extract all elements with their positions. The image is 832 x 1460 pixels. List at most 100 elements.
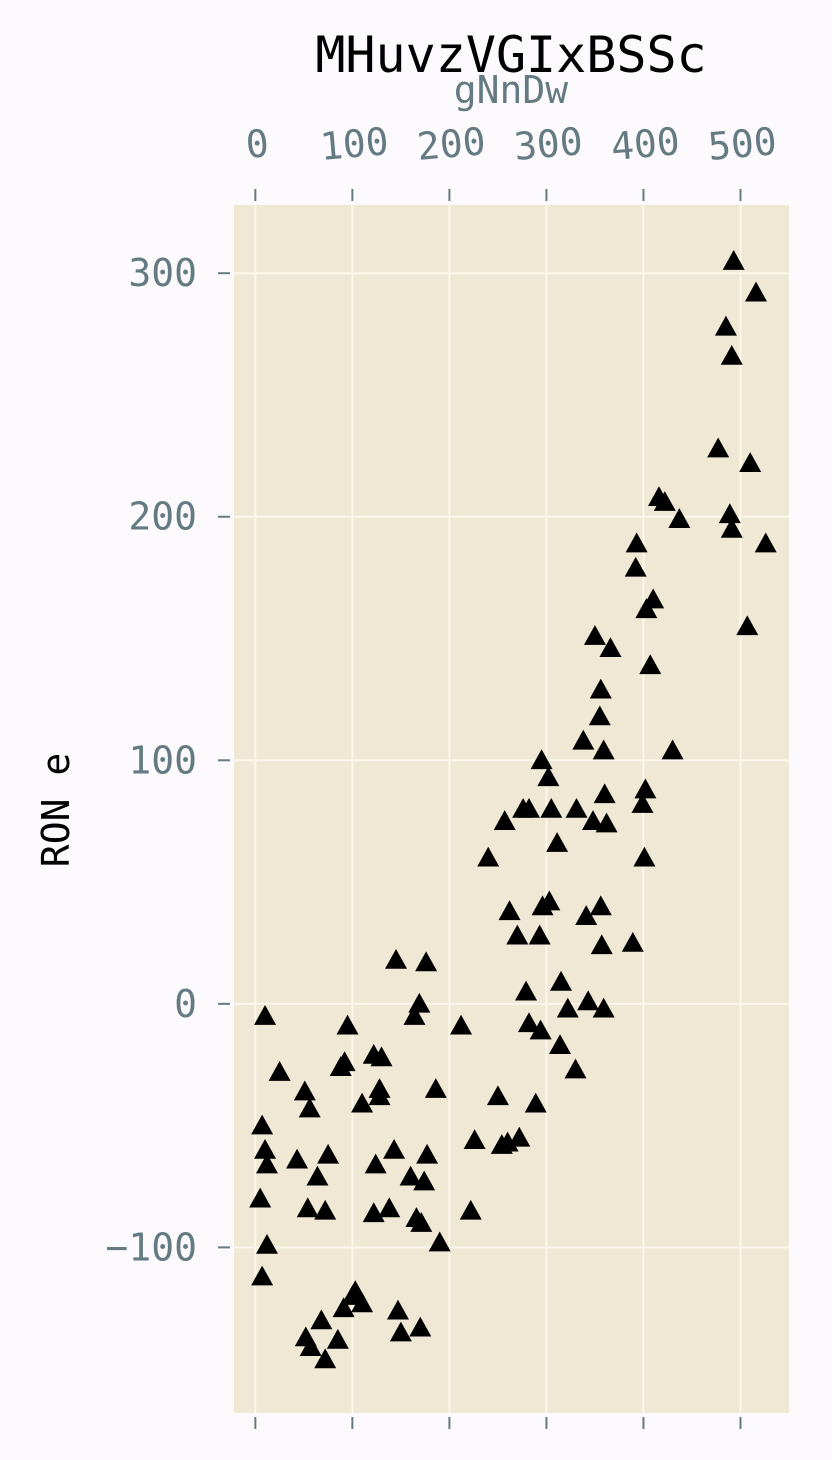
scatter-point [624, 556, 647, 577]
scatter-point [255, 1233, 278, 1254]
scatter-point [583, 625, 606, 645]
scatter-point [524, 1092, 547, 1113]
scatter-point [362, 1043, 385, 1064]
scatter-point [385, 949, 408, 969]
scatter-point [720, 345, 743, 365]
scatter-point [286, 1148, 309, 1169]
plot-area [234, 205, 789, 1413]
scatter-point [621, 931, 644, 952]
scatter-point [661, 739, 684, 760]
x-tick-label: 300 [512, 119, 584, 169]
points-layer [249, 250, 777, 1369]
scatter-point [410, 1212, 433, 1232]
scatter-point [668, 508, 691, 528]
scatter-point [538, 890, 561, 911]
scatter-point [720, 517, 743, 538]
scatter-point [575, 905, 598, 925]
scatter-point [249, 1187, 272, 1208]
scatter-point [517, 798, 540, 818]
scatter-point [424, 1078, 447, 1098]
scatter-point [463, 1129, 486, 1150]
scatter-point [299, 1336, 322, 1357]
scatter-point [515, 980, 538, 1001]
x-axis-label: gNnDw [454, 68, 569, 112]
scatter-point [590, 934, 613, 955]
scatter-point [413, 1170, 436, 1191]
scatter-point [722, 250, 745, 270]
scatter-point [336, 1014, 359, 1035]
scatter-point [399, 1165, 422, 1186]
scatter-point [599, 637, 622, 658]
scatter-point [415, 951, 438, 972]
scatter-point [314, 1199, 337, 1220]
scatter-point [317, 1143, 340, 1164]
x-tick-label: 400 [609, 119, 681, 169]
scatter-point [631, 793, 654, 813]
scatter-point [577, 990, 600, 1011]
scatter-point [251, 1265, 274, 1286]
scatter-point [745, 281, 768, 302]
scatter-point [310, 1309, 333, 1330]
scatter-point [714, 315, 737, 336]
x-tick-label: 200 [415, 119, 487, 169]
y-tick-label: −100 [105, 1225, 197, 1269]
tick-layer: 0 100 200 300 400 500 −100 0 100 200 300 [105, 119, 778, 1429]
scatter-point [450, 1014, 473, 1035]
scatter-point [589, 895, 612, 916]
scatter-point [477, 846, 500, 867]
scatter-point [332, 1297, 355, 1318]
scatter-point [625, 532, 648, 553]
scatter-point [403, 1005, 426, 1025]
scatter-point [341, 1285, 364, 1305]
scatter-point [549, 970, 572, 991]
scatter-point [314, 1348, 337, 1369]
scatter-point [530, 749, 553, 770]
scatter-point [739, 452, 762, 472]
scatter-point [718, 503, 741, 524]
scatter-point [486, 1085, 509, 1106]
scatter-point [351, 1092, 374, 1113]
y-axis-label: RON e [34, 753, 78, 867]
scatter-point [582, 810, 605, 830]
y-tick-label: 0 [174, 982, 197, 1026]
scatter-point [642, 588, 665, 609]
scatter-point [389, 1321, 412, 1342]
scatter-point [592, 997, 615, 1018]
scatter-point [595, 812, 618, 833]
scatter-point [268, 1061, 291, 1081]
scatter-point [383, 1138, 406, 1159]
scatter-point [368, 1085, 391, 1106]
scatter-point [564, 1058, 587, 1079]
scatter-point [498, 900, 521, 921]
scatter-point [565, 798, 588, 818]
scatter-point [493, 810, 516, 830]
scatter-point [593, 783, 616, 804]
scatter-point [255, 1153, 278, 1174]
scatter-point [633, 846, 656, 867]
scatter-point [293, 1080, 316, 1101]
scatter-point [546, 832, 569, 852]
scatter-point [707, 437, 730, 458]
scatter-point [506, 924, 529, 945]
scatter-point [326, 1328, 349, 1349]
scatter-point [588, 705, 611, 726]
scatter-point [386, 1299, 409, 1320]
scatter-point [556, 997, 579, 1018]
scatter-point [378, 1197, 401, 1218]
chart-title: MHuvzVGIxBSSc [315, 26, 706, 84]
scatter-point [540, 798, 563, 818]
scatter-point [416, 1143, 439, 1164]
scatter-point [306, 1165, 329, 1186]
y-tick-label: 300 [128, 251, 197, 295]
scatter-point [529, 1019, 552, 1040]
scatter-point [589, 678, 612, 699]
x-tick-label: 500 [706, 119, 778, 169]
scatter-point [592, 739, 615, 760]
scatter-point [754, 532, 777, 553]
scatter-point [298, 1097, 321, 1118]
x-tick-label: 0 [244, 121, 271, 167]
scatter-point [428, 1231, 451, 1252]
y-tick-label: 200 [128, 495, 197, 539]
